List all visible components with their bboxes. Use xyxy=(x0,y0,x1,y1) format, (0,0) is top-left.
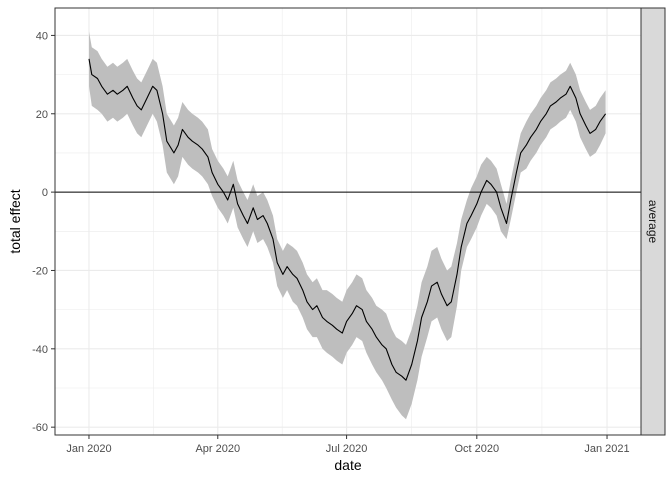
y-tick-label: 40 xyxy=(36,30,48,42)
confidence-ribbon xyxy=(89,31,606,420)
y-tick-label: 20 xyxy=(36,109,48,121)
panel-background xyxy=(55,8,641,435)
effect-line xyxy=(88,58,607,381)
x-tick-label: Oct 2020 xyxy=(454,443,499,455)
x-axis: Jan 2020 Apr 2020 Jul 2020 Oct 2020 Jan 2021 xyxy=(66,435,630,455)
y-tick-label: -60 xyxy=(32,422,48,434)
y-tick-label: -20 xyxy=(32,265,48,277)
facet-label: average xyxy=(646,200,660,244)
x-tick-label: Apr 2020 xyxy=(195,443,240,455)
y-axis-title: total effect xyxy=(7,189,23,253)
facet-strip: average xyxy=(640,7,666,436)
plot-panel xyxy=(54,7,642,436)
x-tick-label: Jan 2021 xyxy=(584,443,629,455)
y-axis: 40 20 0 -20 -40 -60 xyxy=(32,30,55,434)
x-tick-label: Jan 2020 xyxy=(66,443,111,455)
x-tick-label: Jul 2020 xyxy=(326,443,368,455)
facet-strip-background xyxy=(640,7,666,436)
y-tick-label: 0 xyxy=(42,187,48,199)
y-tick-label: -40 xyxy=(32,344,48,356)
x-axis-title: date xyxy=(334,457,361,473)
